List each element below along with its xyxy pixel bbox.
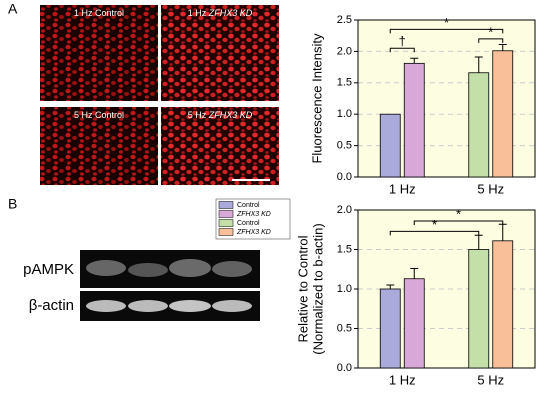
bar bbox=[379, 288, 401, 369]
error-bar bbox=[410, 267, 419, 279]
legend-swatch bbox=[218, 210, 234, 218]
image-label: 1 Hz ZFHX3 KD bbox=[188, 8, 253, 18]
bar bbox=[468, 72, 490, 178]
y-tick-label: 2.0 bbox=[337, 204, 352, 216]
image-label: 5 Hz Control bbox=[74, 110, 124, 120]
panel-label: B bbox=[8, 196, 17, 212]
y-tick-label: 1.5 bbox=[337, 77, 352, 89]
error-bar bbox=[386, 284, 395, 289]
legend-label: ZFHX3 KD bbox=[236, 229, 271, 236]
significance-mark: † bbox=[399, 34, 406, 49]
band bbox=[86, 300, 126, 312]
image-label-text: 5 Hz Control bbox=[74, 110, 124, 120]
image-label-text: 1 Hz bbox=[188, 8, 207, 18]
legend-label: Control bbox=[237, 202, 260, 209]
image-label: 1 Hz Control bbox=[74, 8, 124, 18]
error-bar bbox=[498, 43, 507, 51]
bar bbox=[492, 50, 514, 178]
image-label-italic: ZFHX3 KD bbox=[208, 110, 253, 120]
x-tick-label: 5 Hz bbox=[477, 372, 504, 387]
micrograph bbox=[40, 107, 158, 185]
significance-bracket bbox=[389, 28, 504, 34]
y-tick-label: 0.0 bbox=[337, 171, 352, 183]
bar bbox=[492, 240, 514, 369]
significance-mark: * bbox=[444, 15, 449, 30]
band bbox=[128, 263, 168, 277]
legend-label: Control bbox=[237, 220, 260, 227]
bar bbox=[403, 62, 425, 178]
significance-bracket bbox=[389, 47, 415, 53]
legend-swatch bbox=[218, 219, 234, 227]
y-tick-label: 1.0 bbox=[337, 108, 352, 120]
blot-label: β-actin bbox=[29, 297, 74, 314]
plot-frame bbox=[357, 19, 536, 178]
y-tick-label: 2.0 bbox=[337, 45, 352, 57]
y-axis-label: (Normalized to b-actin) bbox=[310, 223, 325, 355]
y-tick-label: 0.5 bbox=[337, 322, 352, 334]
significance-mark: * bbox=[432, 217, 437, 232]
blot-label: pAMPK bbox=[23, 261, 74, 278]
bar bbox=[403, 278, 425, 369]
legend-swatch bbox=[218, 228, 234, 236]
band bbox=[169, 259, 211, 277]
x-tick-label: 5 Hz bbox=[477, 181, 504, 196]
image-label-text: 5 Hz bbox=[188, 110, 207, 120]
band bbox=[212, 261, 252, 277]
error-bar bbox=[410, 57, 419, 64]
legend-swatch bbox=[218, 201, 234, 209]
bar bbox=[468, 249, 490, 369]
image-label-text: 1 Hz Control bbox=[74, 8, 124, 18]
image-label: 5 Hz ZFHX3 KD bbox=[188, 110, 253, 120]
significance-bracket bbox=[478, 38, 504, 43]
y-tick-label: 1.5 bbox=[337, 243, 352, 255]
micrograph bbox=[161, 107, 279, 185]
band bbox=[86, 260, 126, 276]
significance-bracket bbox=[389, 230, 480, 236]
error-bar bbox=[474, 56, 483, 73]
y-tick-label: 2.5 bbox=[337, 14, 352, 26]
y-axis-label: Fluorescence Intensity bbox=[309, 33, 324, 164]
micrograph bbox=[40, 5, 158, 101]
plot-frame bbox=[357, 209, 536, 369]
y-tick-label: 0.5 bbox=[337, 140, 352, 152]
y-tick-label: 0.0 bbox=[337, 362, 352, 374]
band bbox=[128, 300, 168, 312]
bar bbox=[379, 113, 401, 178]
image-label-italic: ZFHX3 KD bbox=[208, 8, 253, 18]
band bbox=[212, 300, 252, 312]
significance-mark: * bbox=[488, 24, 493, 39]
y-axis-label: Relative to Control bbox=[295, 235, 310, 342]
significance-mark: * bbox=[456, 206, 461, 221]
band bbox=[169, 300, 211, 312]
significance-bracket bbox=[413, 220, 504, 226]
x-tick-label: 1 Hz bbox=[389, 372, 416, 387]
legend-label: ZFHX3 KD bbox=[236, 211, 271, 218]
micrograph bbox=[161, 5, 279, 101]
y-tick-label: 1.0 bbox=[337, 283, 352, 295]
x-tick-label: 1 Hz bbox=[389, 181, 416, 196]
panel-label: A bbox=[8, 1, 18, 17]
